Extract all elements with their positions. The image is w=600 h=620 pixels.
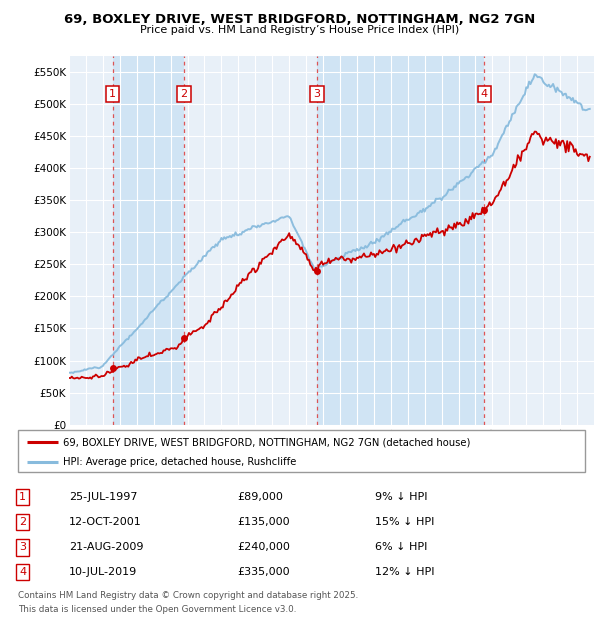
Text: 12-OCT-2001: 12-OCT-2001 [69, 517, 142, 527]
Text: 15% ↓ HPI: 15% ↓ HPI [375, 517, 434, 527]
Text: 25-JUL-1997: 25-JUL-1997 [69, 492, 137, 502]
Text: 2: 2 [19, 517, 26, 527]
Text: £240,000: £240,000 [237, 542, 290, 552]
Text: 21-AUG-2009: 21-AUG-2009 [69, 542, 143, 552]
Text: This data is licensed under the Open Government Licence v3.0.: This data is licensed under the Open Gov… [18, 604, 296, 614]
Text: £335,000: £335,000 [237, 567, 290, 577]
Text: 2: 2 [181, 89, 188, 99]
Text: 69, BOXLEY DRIVE, WEST BRIDGFORD, NOTTINGHAM, NG2 7GN: 69, BOXLEY DRIVE, WEST BRIDGFORD, NOTTIN… [64, 13, 536, 26]
Text: 12% ↓ HPI: 12% ↓ HPI [375, 567, 434, 577]
Text: 3: 3 [313, 89, 320, 99]
Bar [113, 56, 184, 425]
Text: 4: 4 [481, 89, 488, 99]
Text: 4: 4 [19, 567, 26, 577]
Text: 1: 1 [19, 492, 26, 502]
Text: HPI: Average price, detached house, Rushcliffe: HPI: Average price, detached house, Rush… [64, 457, 297, 467]
Text: Contains HM Land Registry data © Crown copyright and database right 2025.: Contains HM Land Registry data © Crown c… [18, 591, 358, 600]
Text: £89,000: £89,000 [237, 492, 283, 502]
Text: Price paid vs. HM Land Registry’s House Price Index (HPI): Price paid vs. HM Land Registry’s House … [140, 25, 460, 35]
Text: 9% ↓ HPI: 9% ↓ HPI [375, 492, 427, 502]
Text: 3: 3 [19, 542, 26, 552]
Text: 6% ↓ HPI: 6% ↓ HPI [375, 542, 427, 552]
Text: 1: 1 [109, 89, 116, 99]
Text: £135,000: £135,000 [237, 517, 290, 527]
Text: 69, BOXLEY DRIVE, WEST BRIDGFORD, NOTTINGHAM, NG2 7GN (detached house): 69, BOXLEY DRIVE, WEST BRIDGFORD, NOTTIN… [64, 437, 471, 447]
Bar [317, 56, 484, 425]
Text: 10-JUL-2019: 10-JUL-2019 [69, 567, 137, 577]
FancyBboxPatch shape [18, 430, 585, 472]
